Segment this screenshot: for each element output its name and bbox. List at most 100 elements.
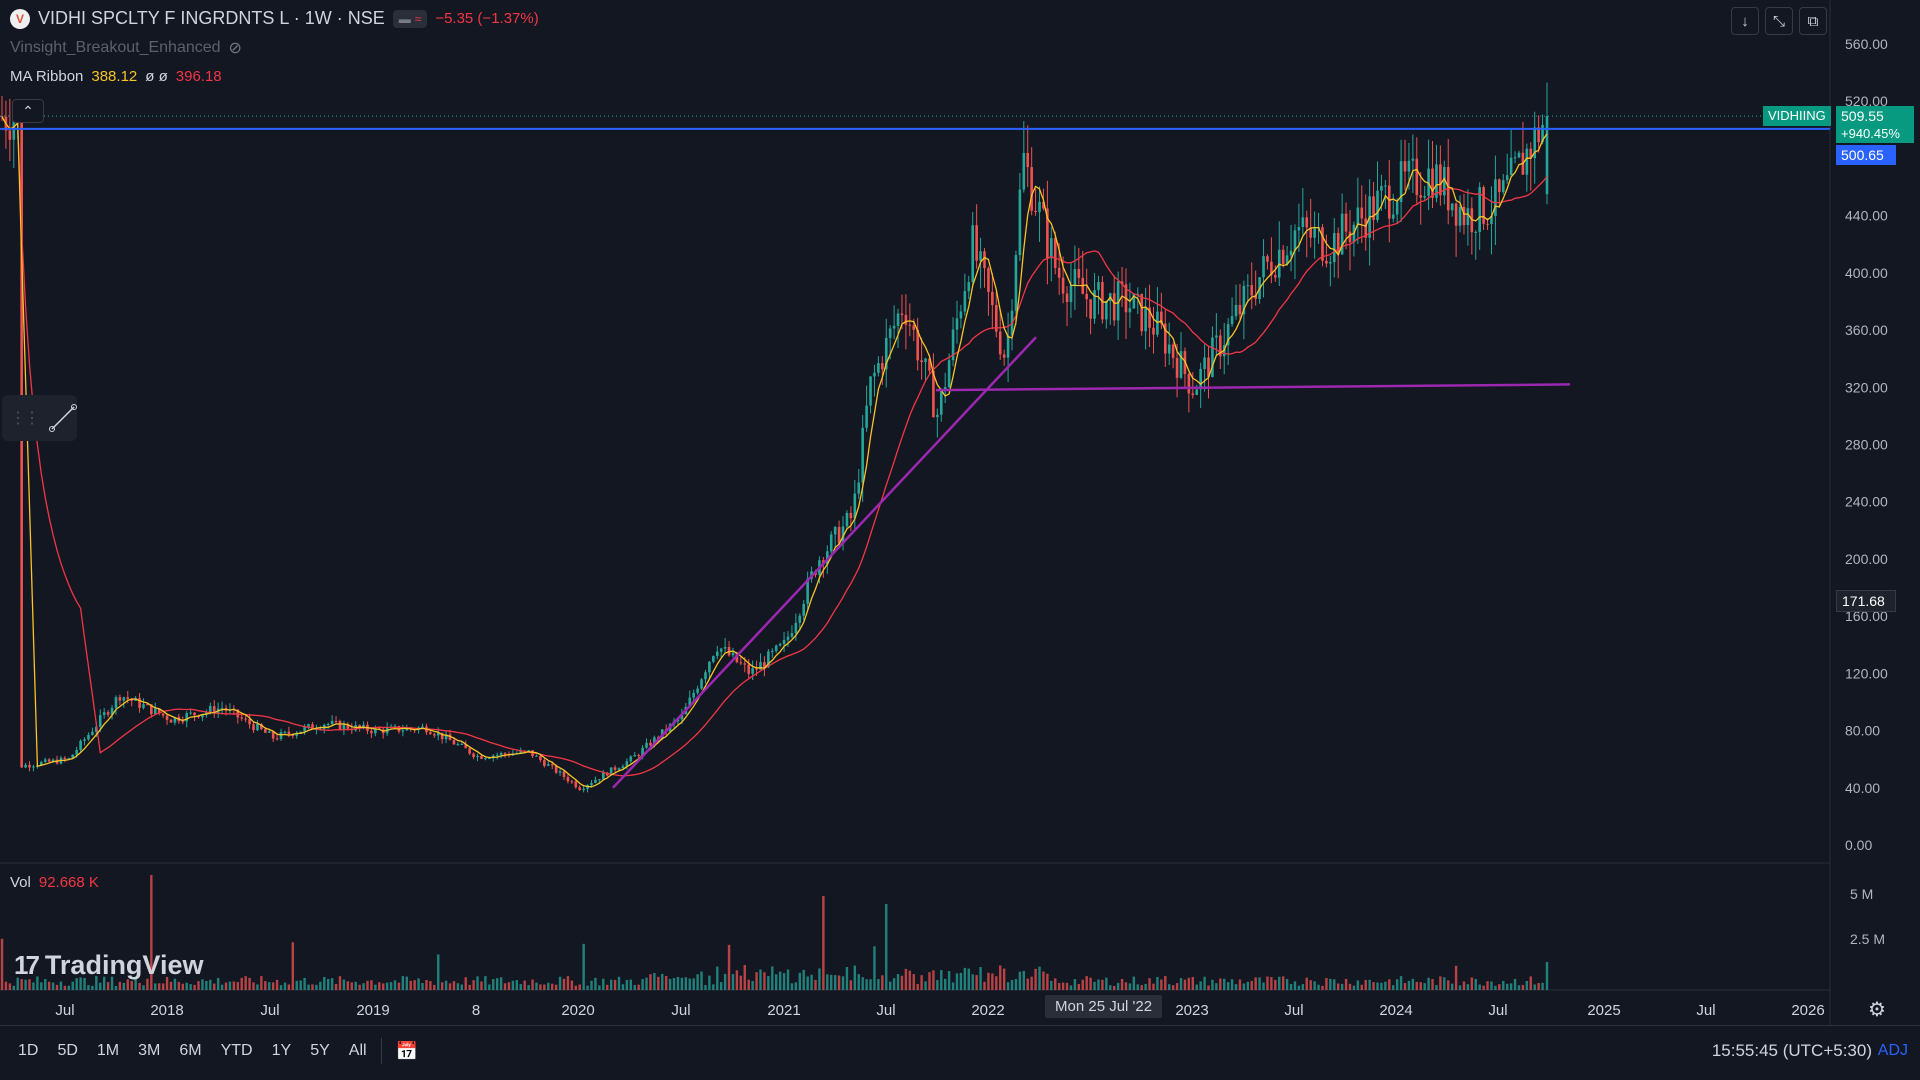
x-tick-label: 2023 [1175,1002,1208,1019]
candle-body [326,724,330,726]
volume-bar [1077,984,1081,990]
adj-toggle[interactable]: ADJ [1877,1042,1908,1059]
timeframe-3m[interactable]: 3M [138,1042,161,1059]
candle-body [794,622,798,634]
candle-body [539,755,542,761]
volume-bar [1164,976,1167,990]
arrow-down-icon[interactable]: ↓ [1731,7,1759,35]
volume-bar [613,979,617,990]
candle-body [212,706,216,714]
timeframe-1d[interactable]: 1D [18,1042,39,1059]
gear-icon[interactable]: ⚙ [1868,999,1886,1021]
volume-bar [1399,976,1403,990]
candle-body [554,765,558,773]
volume-bar [1281,976,1285,990]
timeframe-all[interactable]: All [348,1042,367,1059]
candle-body [480,755,483,759]
candle-body [1002,354,1006,358]
volume-bar [1305,977,1308,990]
volume-bar [967,968,970,990]
candle-body [165,715,169,720]
volume-bar [727,944,731,990]
eye-hidden-icon[interactable]: ⊘ [228,40,242,57]
volume-bar [1234,984,1238,990]
ma-ribbon-label[interactable]: MA Ribbon [10,68,84,85]
trendline-2 [935,383,1571,392]
candle-body [67,758,71,760]
volume-bar [1089,977,1092,990]
candle-body [153,708,157,715]
candle-body [770,650,774,652]
candle-body [98,715,102,727]
volume-bar [511,980,515,990]
volume-bar [1411,978,1415,990]
volume-bar [287,984,291,990]
drawing-toolbar[interactable]: ⋮⋮ [2,395,77,441]
volume-bar [947,971,951,990]
candle-body [680,714,684,720]
volume-bar [350,982,353,990]
indicator-name[interactable]: Vinsight_Breakout_Enhanced [10,39,221,56]
tradingview-logo[interactable]: 17 TradingView [14,950,203,981]
volume-bar [1144,984,1147,990]
volume-bar [1337,983,1340,990]
candle-body [1187,373,1191,394]
volume-bar [99,982,102,990]
volume-bar [1101,979,1104,990]
candle-body [1038,201,1041,213]
volume-bar [1392,985,1395,990]
trend-line-icon[interactable] [48,403,77,433]
volume-bar [244,976,247,990]
candle-body [763,662,766,668]
calendar-icon[interactable]: 📅 [395,1040,418,1061]
candle-body [790,633,794,637]
candle-body [1478,187,1481,232]
volume-bar [617,976,621,990]
candle-body [1415,158,1419,196]
volume-bar [1458,985,1462,990]
timeframe-5y[interactable]: 5Y [310,1042,330,1059]
fullscreen-icon[interactable]: ⤡ [1765,7,1793,35]
volume-label[interactable]: Vol [10,874,31,891]
candle-body [1152,327,1155,335]
collapse-legend-button[interactable]: ⌃ [12,99,44,123]
timeframe-1y[interactable]: 1Y [271,1042,292,1059]
candle-body [157,708,161,714]
candle-body [594,779,597,783]
symbol-title[interactable]: VIDHI SPCLTY F INGRDNTS L · 1W · NSE [38,8,385,28]
restore-icon[interactable]: ⧉ [1799,7,1827,35]
volume-bar [1136,984,1139,990]
timeframe-5d[interactable]: 5D [57,1042,78,1059]
volume-bar [1254,977,1257,990]
volume-bar [763,972,766,990]
volume-bar [794,982,798,990]
volume-bar [503,983,507,990]
volume-bar [209,979,212,990]
volume-bars [0,875,1549,990]
candle-body [1163,323,1167,354]
volume-bar [959,972,963,990]
candle-body [1391,214,1395,219]
clock[interactable]: 15:55:45 (UTC+5:30) [1711,1041,1872,1060]
candle-body [346,724,350,729]
candle-body [723,646,727,649]
volume-bar [499,977,503,990]
candle-body [208,706,212,712]
volume-bar [1325,977,1328,990]
volume-bar [1223,978,1226,990]
y-tick-label: 360.00 [1845,322,1888,338]
volume-bar [95,976,98,990]
candle-body [947,360,951,388]
timeframe-1m[interactable]: 1M [96,1042,120,1059]
candle-body [201,714,204,718]
y-tick-label: 0.00 [1845,837,1872,853]
drag-handle-icon[interactable]: ⋮⋮ [10,410,40,427]
candle-body [1238,304,1242,315]
market-status-pill[interactable]: ▬ ≈ [392,9,428,28]
candle-body [700,679,703,689]
timeframe-6m[interactable]: 6M [179,1042,202,1059]
volume-bar [1128,983,1132,990]
candle-body [877,363,880,373]
timeframe-ytd[interactable]: YTD [220,1042,253,1059]
